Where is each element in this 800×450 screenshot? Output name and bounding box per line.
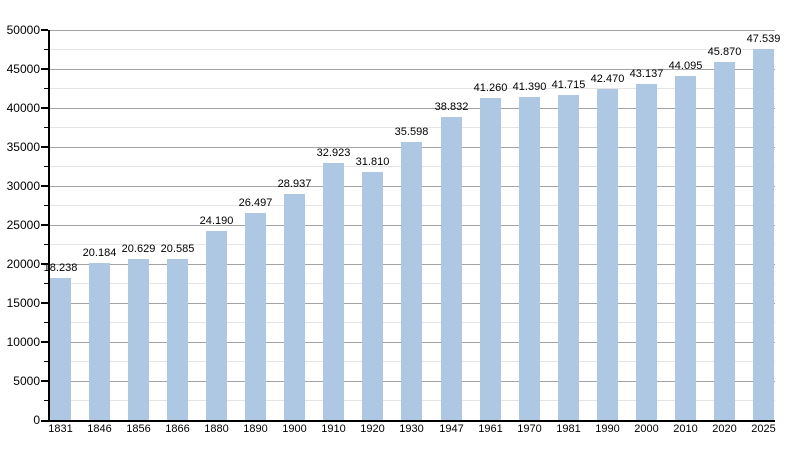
x-axis-label: 1880 xyxy=(204,423,229,435)
x-axis-label: 1970 xyxy=(517,423,542,435)
y-axis-tick xyxy=(41,420,48,422)
bar-value-label: 41.390 xyxy=(512,81,547,93)
y-axis-label: 10000 xyxy=(6,335,40,349)
bar-value-label: 43.137 xyxy=(629,68,664,80)
bar-value-label: 28.937 xyxy=(277,178,312,190)
x-axis-label: 1920 xyxy=(360,423,385,435)
x-axis-label: 2000 xyxy=(634,423,659,435)
x-axis-label: 1990 xyxy=(595,423,620,435)
y-axis-tick xyxy=(41,224,48,226)
y-axis-tick xyxy=(41,263,48,265)
bar-value-label: 42.470 xyxy=(590,73,625,85)
bar xyxy=(519,97,540,420)
y-axis-tick xyxy=(41,341,48,343)
bar-value-label: 26.497 xyxy=(238,197,273,209)
bar-value-label: 38.832 xyxy=(434,101,469,113)
y-axis-label: 45000 xyxy=(6,62,40,76)
x-axis-label: 1890 xyxy=(243,423,268,435)
y-axis-minor-tick xyxy=(44,205,48,206)
bar-value-label: 35.598 xyxy=(394,126,429,138)
major-gridline xyxy=(50,30,775,31)
bar xyxy=(558,95,579,420)
bar-value-label: 45.870 xyxy=(707,46,742,58)
y-axis-minor-tick xyxy=(44,88,48,89)
bar-value-label: 41.260 xyxy=(473,82,508,94)
bar-value-label: 20.184 xyxy=(82,247,117,259)
y-axis-label: 40000 xyxy=(6,101,40,115)
bar-value-label: 24.190 xyxy=(199,215,234,227)
x-axis-label: 1981 xyxy=(556,423,581,435)
bar xyxy=(753,49,774,420)
bar xyxy=(401,142,422,420)
y-axis-tick xyxy=(41,29,48,31)
y-axis-minor-tick xyxy=(44,244,48,245)
y-axis-tick xyxy=(41,302,48,304)
y-axis-label: 0 xyxy=(33,413,40,427)
y-axis-label: 15000 xyxy=(6,296,40,310)
bar-value-label: 44.095 xyxy=(668,60,703,72)
bar xyxy=(89,263,110,420)
y-axis-minor-tick xyxy=(44,361,48,362)
bar xyxy=(167,259,188,420)
plot-area xyxy=(48,30,775,422)
bar xyxy=(50,278,71,420)
x-axis-label: 1831 xyxy=(48,423,73,435)
bar-value-label: 20.585 xyxy=(160,243,195,255)
x-axis-label: 1961 xyxy=(478,423,503,435)
y-axis-label: 35000 xyxy=(6,140,40,154)
x-axis-label: 1947 xyxy=(439,423,464,435)
bar xyxy=(323,163,344,420)
bar xyxy=(245,213,266,420)
y-axis-minor-tick xyxy=(44,322,48,323)
y-axis-minor-tick xyxy=(44,166,48,167)
bar-value-label: 41.715 xyxy=(551,79,586,91)
y-axis-minor-tick xyxy=(44,49,48,50)
bar xyxy=(675,76,696,420)
y-axis-tick xyxy=(41,185,48,187)
major-gridline xyxy=(50,69,775,70)
bar xyxy=(636,84,657,420)
bar xyxy=(284,194,305,420)
x-axis-label: 1930 xyxy=(399,423,424,435)
bar xyxy=(714,62,735,420)
y-axis-label: 30000 xyxy=(6,179,40,193)
y-axis-tick xyxy=(41,146,48,148)
x-axis-label: 2025 xyxy=(751,423,776,435)
x-axis-label: 2010 xyxy=(673,423,698,435)
x-axis-label: 1856 xyxy=(126,423,151,435)
bar xyxy=(362,172,383,420)
minor-gridline xyxy=(50,88,775,89)
bar xyxy=(128,259,149,420)
x-axis-label: 1900 xyxy=(282,423,307,435)
x-axis-label: 1846 xyxy=(87,423,112,435)
bar xyxy=(480,98,501,420)
bar-value-label: 31.810 xyxy=(355,156,390,168)
bar-value-label: 32.923 xyxy=(316,147,351,159)
x-axis-label: 1910 xyxy=(321,423,346,435)
y-axis-minor-tick xyxy=(44,127,48,128)
bar-value-label: 20.629 xyxy=(121,243,156,255)
y-axis-label: 50000 xyxy=(6,23,40,37)
bar-value-label: 47.539 xyxy=(746,33,781,45)
y-axis-label: 20000 xyxy=(6,257,40,271)
x-axis-label: 2020 xyxy=(712,423,737,435)
y-axis-minor-tick xyxy=(44,283,48,284)
x-axis-label: 1866 xyxy=(165,423,190,435)
y-axis-label: 25000 xyxy=(6,218,40,232)
bar xyxy=(441,117,462,420)
minor-gridline xyxy=(50,127,775,128)
bar-value-label: 18.238 xyxy=(43,262,78,274)
y-axis-label: 5000 xyxy=(13,374,40,388)
y-axis-minor-tick xyxy=(44,400,48,401)
bar xyxy=(206,231,227,420)
y-axis-tick xyxy=(41,68,48,70)
y-axis-tick xyxy=(41,107,48,109)
major-gridline xyxy=(50,108,775,109)
minor-gridline xyxy=(50,49,775,50)
y-axis-tick xyxy=(41,380,48,382)
bar xyxy=(597,89,618,420)
